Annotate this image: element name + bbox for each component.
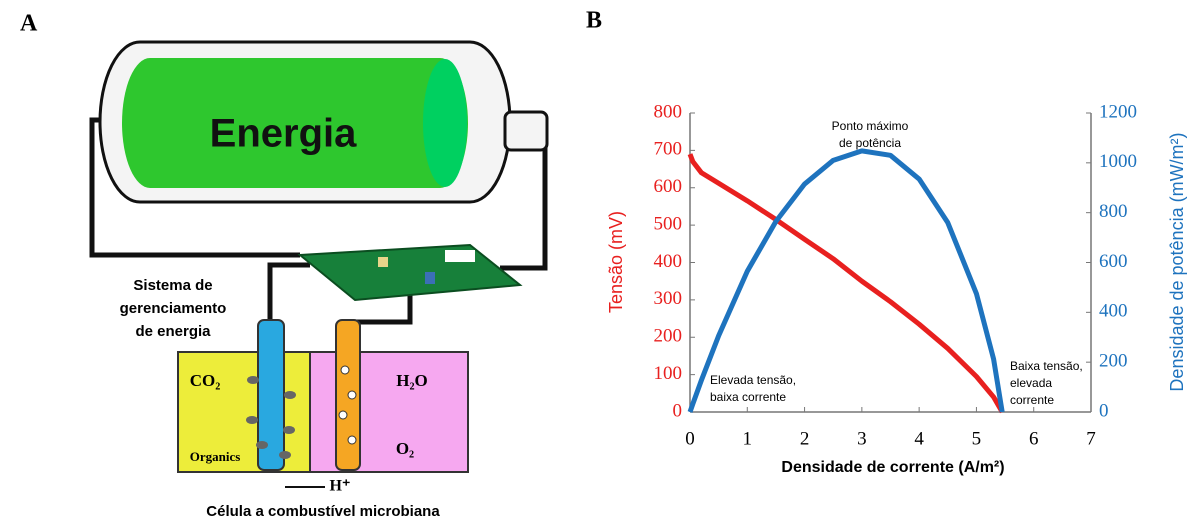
caption: Célula a combustível microbiana: [206, 503, 440, 520]
x-tick-label: 2: [800, 428, 810, 449]
x-tick-label: 3: [857, 428, 867, 449]
management-label: gerenciamento: [120, 300, 227, 317]
cell-label: O₂: [396, 439, 414, 458]
annotation: de potência: [839, 136, 901, 150]
y-tick-label: 400: [654, 251, 683, 272]
panel-label: B: [586, 8, 602, 34]
cell-label: H₂O: [396, 371, 428, 390]
battery-label: Energia: [210, 112, 357, 156]
y-tick-label: 800: [654, 101, 683, 122]
component: [445, 250, 475, 262]
y2-tick-label: 1000: [1099, 151, 1137, 172]
component: [378, 257, 388, 267]
cell-label: CO₂: [190, 371, 221, 390]
battery-charge-end: [423, 59, 467, 187]
y2-tick-label: 0: [1099, 400, 1109, 421]
annotation: baixa corrente: [710, 390, 786, 404]
annotation: elevada: [1010, 376, 1052, 390]
y-axis-label: Tensão (mV): [606, 211, 626, 313]
management-label: de energia: [135, 323, 211, 340]
x-tick-label: 0: [685, 428, 695, 449]
y-tick-label: 500: [654, 213, 683, 234]
cathode-chamber: [310, 352, 468, 472]
x-tick-label: 7: [1086, 428, 1096, 449]
y2-tick-label: 800: [1099, 201, 1128, 222]
annotation: Elevada tensão,: [710, 373, 796, 387]
x-tick-label: 4: [914, 428, 924, 449]
x-axis-label: Densidade de corrente (A/m²): [781, 459, 1004, 476]
component: [425, 272, 435, 284]
y2-tick-label: 400: [1099, 301, 1128, 322]
cell-label: Organics: [190, 449, 241, 464]
y-tick-label: 300: [654, 288, 683, 309]
y-tick-label: 0: [673, 400, 683, 421]
circuit-board: [300, 245, 520, 300]
chart: Densidade de corrente (A/m²) Tensão (mV)…: [606, 101, 1187, 476]
management-label: Sistema de: [133, 277, 212, 294]
panel-label: A: [20, 11, 38, 37]
y-tick-label: 100: [654, 363, 683, 384]
annotation: Ponto máximo: [832, 119, 909, 133]
diagram: Energia Sistema de gerenciamento de ener…: [92, 42, 547, 520]
x-tick-label: 1: [743, 428, 753, 449]
y2-tick-label: 200: [1099, 351, 1128, 372]
y-tick-label: 700: [654, 139, 683, 160]
battery-terminal: [505, 112, 547, 150]
x-tick-label: 6: [1029, 428, 1039, 449]
x-tick-label: 5: [972, 428, 982, 449]
y-tick-label: 600: [654, 176, 683, 197]
annotation: Baixa tensão,: [1010, 359, 1083, 373]
y2-tick-label: 1200: [1099, 101, 1137, 122]
y2-tick-label: 600: [1099, 251, 1128, 272]
y-tick-label: 200: [654, 326, 683, 347]
cell-label: H⁺: [330, 478, 351, 495]
figure: A B Energia Sistema de gerenciamento de …: [0, 0, 1194, 524]
y2-axis-label: Densidade de potência (mW/m²): [1167, 132, 1187, 391]
annotation: corrente: [1010, 393, 1054, 407]
